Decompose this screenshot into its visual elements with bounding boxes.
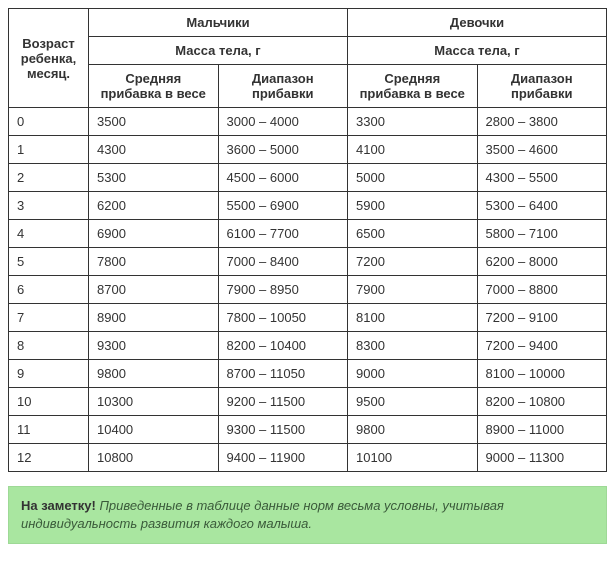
header-boys-range: Диапазон прибавки <box>218 65 348 108</box>
cell-girls-range: 9000 – 11300 <box>477 444 607 472</box>
cell-age: 2 <box>9 164 89 192</box>
cell-age: 9 <box>9 360 89 388</box>
cell-age: 11 <box>9 416 89 444</box>
cell-girls-range: 5300 – 6400 <box>477 192 607 220</box>
cell-girls-range: 7000 – 8800 <box>477 276 607 304</box>
cell-girls-avg: 9500 <box>348 388 478 416</box>
cell-boys-range: 8200 – 10400 <box>218 332 348 360</box>
cell-girls-range: 8100 – 10000 <box>477 360 607 388</box>
cell-girls-avg: 9000 <box>348 360 478 388</box>
cell-girls-avg: 8100 <box>348 304 478 332</box>
cell-boys-range: 9200 – 11500 <box>218 388 348 416</box>
cell-age: 4 <box>9 220 89 248</box>
header-age: Возраст ребенка, месяц. <box>9 9 89 108</box>
table-row: 687007900 – 895079007000 – 8800 <box>9 276 607 304</box>
header-girls-mass: Масса тела, г <box>348 37 607 65</box>
cell-boys-range: 8700 – 11050 <box>218 360 348 388</box>
cell-boys-avg: 7800 <box>89 248 219 276</box>
table-row: 12108009400 – 11900101009000 – 11300 <box>9 444 607 472</box>
cell-boys-avg: 4300 <box>89 136 219 164</box>
cell-girls-avg: 10100 <box>348 444 478 472</box>
cell-girls-avg: 6500 <box>348 220 478 248</box>
cell-boys-range: 4500 – 6000 <box>218 164 348 192</box>
cell-boys-range: 7000 – 8400 <box>218 248 348 276</box>
cell-girls-range: 7200 – 9400 <box>477 332 607 360</box>
cell-girls-range: 2800 – 3800 <box>477 108 607 136</box>
table-row: 035003000 – 400033002800 – 3800 <box>9 108 607 136</box>
table-row: 11104009300 – 1150098008900 – 11000 <box>9 416 607 444</box>
cell-boys-avg: 6200 <box>89 192 219 220</box>
note-label: На заметку! <box>21 498 96 513</box>
cell-age: 7 <box>9 304 89 332</box>
cell-girls-range: 8900 – 11000 <box>477 416 607 444</box>
cell-boys-avg: 8700 <box>89 276 219 304</box>
cell-boys-avg: 10300 <box>89 388 219 416</box>
header-boys-avg: Средняя прибавка в весе <box>89 65 219 108</box>
cell-girls-range: 5800 – 7100 <box>477 220 607 248</box>
cell-age: 5 <box>9 248 89 276</box>
cell-girls-avg: 5900 <box>348 192 478 220</box>
cell-boys-avg: 8900 <box>89 304 219 332</box>
cell-girls-range: 8200 – 10800 <box>477 388 607 416</box>
cell-boys-range: 5500 – 6900 <box>218 192 348 220</box>
cell-boys-avg: 9800 <box>89 360 219 388</box>
cell-girls-range: 7200 – 9100 <box>477 304 607 332</box>
cell-girls-avg: 8300 <box>348 332 478 360</box>
cell-girls-avg: 7200 <box>348 248 478 276</box>
table-row: 143003600 – 500041003500 – 4600 <box>9 136 607 164</box>
cell-age: 12 <box>9 444 89 472</box>
cell-age: 8 <box>9 332 89 360</box>
cell-girls-avg: 7900 <box>348 276 478 304</box>
table-row: 253004500 – 600050004300 – 5500 <box>9 164 607 192</box>
header-girls-range: Диапазон прибавки <box>477 65 607 108</box>
cell-boys-avg: 3500 <box>89 108 219 136</box>
cell-boys-avg: 5300 <box>89 164 219 192</box>
cell-boys-avg: 6900 <box>89 220 219 248</box>
cell-girls-range: 4300 – 5500 <box>477 164 607 192</box>
cell-boys-avg: 9300 <box>89 332 219 360</box>
cell-girls-avg: 9800 <box>348 416 478 444</box>
cell-girls-avg: 4100 <box>348 136 478 164</box>
cell-boys-range: 7800 – 10050 <box>218 304 348 332</box>
header-boys: Мальчики <box>89 9 348 37</box>
cell-girls-range: 3500 – 4600 <box>477 136 607 164</box>
note-box: На заметку! Приведенные в таблице данные… <box>8 486 607 544</box>
cell-girls-avg: 3300 <box>348 108 478 136</box>
table-row: 893008200 – 1040083007200 – 9400 <box>9 332 607 360</box>
table-row: 998008700 – 1105090008100 – 10000 <box>9 360 607 388</box>
table-row: 789007800 – 1005081007200 – 9100 <box>9 304 607 332</box>
cell-boys-range: 3600 – 5000 <box>218 136 348 164</box>
table-row: 362005500 – 690059005300 – 6400 <box>9 192 607 220</box>
cell-age: 1 <box>9 136 89 164</box>
cell-boys-range: 9300 – 11500 <box>218 416 348 444</box>
cell-boys-avg: 10400 <box>89 416 219 444</box>
cell-age: 6 <box>9 276 89 304</box>
cell-age: 3 <box>9 192 89 220</box>
cell-girls-range: 6200 – 8000 <box>477 248 607 276</box>
table-row: 469006100 – 770065005800 – 7100 <box>9 220 607 248</box>
cell-boys-range: 7900 – 8950 <box>218 276 348 304</box>
cell-boys-range: 3000 – 4000 <box>218 108 348 136</box>
header-girls: Девочки <box>348 9 607 37</box>
cell-age: 10 <box>9 388 89 416</box>
header-girls-avg: Средняя прибавка в весе <box>348 65 478 108</box>
header-boys-mass: Масса тела, г <box>89 37 348 65</box>
cell-boys-range: 9400 – 11900 <box>218 444 348 472</box>
cell-boys-avg: 10800 <box>89 444 219 472</box>
table-row: 578007000 – 840072006200 – 8000 <box>9 248 607 276</box>
cell-age: 0 <box>9 108 89 136</box>
weight-table: Возраст ребенка, месяц. Мальчики Девочки… <box>8 8 607 472</box>
cell-boys-range: 6100 – 7700 <box>218 220 348 248</box>
cell-girls-avg: 5000 <box>348 164 478 192</box>
table-row: 10103009200 – 1150095008200 – 10800 <box>9 388 607 416</box>
